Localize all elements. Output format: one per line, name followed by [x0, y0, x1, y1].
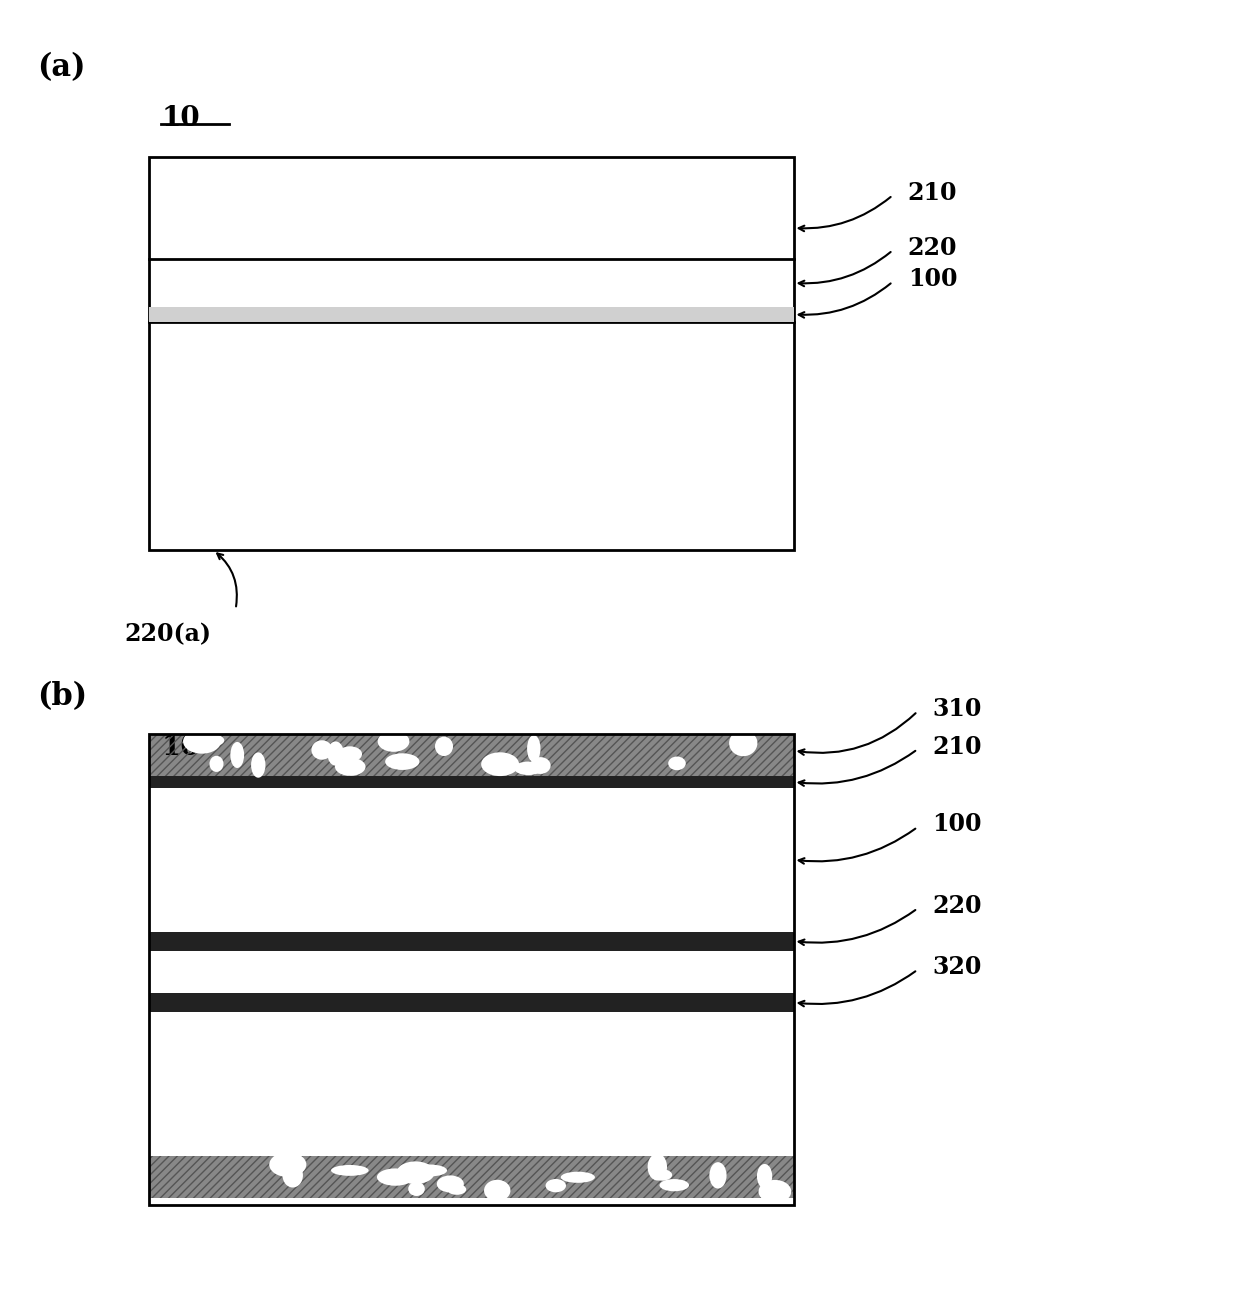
Ellipse shape: [759, 1180, 791, 1203]
Text: 210: 210: [908, 181, 957, 204]
Bar: [149, 734, 794, 1205]
Ellipse shape: [339, 747, 362, 762]
Ellipse shape: [709, 1162, 727, 1188]
Ellipse shape: [515, 761, 543, 776]
Bar: [149, 1155, 794, 1199]
Bar: [149, 157, 794, 550]
Ellipse shape: [668, 756, 686, 770]
Text: 10: 10: [161, 105, 200, 132]
Text: 320: 320: [932, 955, 982, 979]
Ellipse shape: [210, 756, 223, 772]
Ellipse shape: [756, 1165, 773, 1188]
Text: (a): (a): [37, 52, 86, 84]
Ellipse shape: [448, 1184, 466, 1195]
Ellipse shape: [283, 1163, 303, 1188]
Ellipse shape: [660, 1179, 689, 1191]
Ellipse shape: [335, 757, 366, 776]
Ellipse shape: [481, 752, 520, 776]
Bar: [149, 1011, 794, 1155]
Ellipse shape: [531, 757, 551, 774]
Ellipse shape: [546, 1179, 565, 1192]
Bar: [149, 993, 794, 1011]
Ellipse shape: [378, 731, 409, 752]
Ellipse shape: [435, 736, 453, 756]
Ellipse shape: [184, 730, 221, 753]
Bar: [149, 787, 794, 931]
Text: 10: 10: [161, 734, 200, 761]
Text: 220(a): 220(a): [124, 622, 211, 646]
Ellipse shape: [729, 730, 758, 756]
Text: (b): (b): [37, 681, 87, 713]
Ellipse shape: [191, 734, 224, 747]
Bar: [149, 1155, 794, 1199]
Bar: [149, 734, 794, 776]
Text: 220: 220: [908, 236, 957, 259]
Bar: [149, 734, 794, 776]
Ellipse shape: [377, 1169, 414, 1186]
Ellipse shape: [647, 1153, 667, 1180]
Ellipse shape: [560, 1171, 595, 1183]
Text: 220: 220: [932, 893, 982, 918]
Bar: [149, 931, 794, 951]
Ellipse shape: [397, 1162, 434, 1184]
Ellipse shape: [412, 1165, 448, 1176]
Text: 210: 210: [932, 735, 982, 758]
Ellipse shape: [269, 1153, 306, 1176]
Text: 100: 100: [932, 812, 982, 836]
Ellipse shape: [408, 1182, 425, 1196]
Text: 100: 100: [908, 267, 957, 291]
Bar: [149, 776, 794, 787]
Bar: [149, 307, 794, 322]
Ellipse shape: [484, 1180, 511, 1201]
Ellipse shape: [331, 1165, 368, 1176]
Ellipse shape: [436, 1175, 464, 1192]
Ellipse shape: [250, 752, 265, 778]
Bar: [149, 951, 794, 993]
Ellipse shape: [651, 1170, 672, 1180]
Text: 310: 310: [932, 697, 982, 721]
Ellipse shape: [527, 735, 541, 762]
Ellipse shape: [311, 740, 332, 760]
Ellipse shape: [327, 741, 343, 765]
Ellipse shape: [231, 741, 244, 768]
Ellipse shape: [386, 753, 419, 770]
